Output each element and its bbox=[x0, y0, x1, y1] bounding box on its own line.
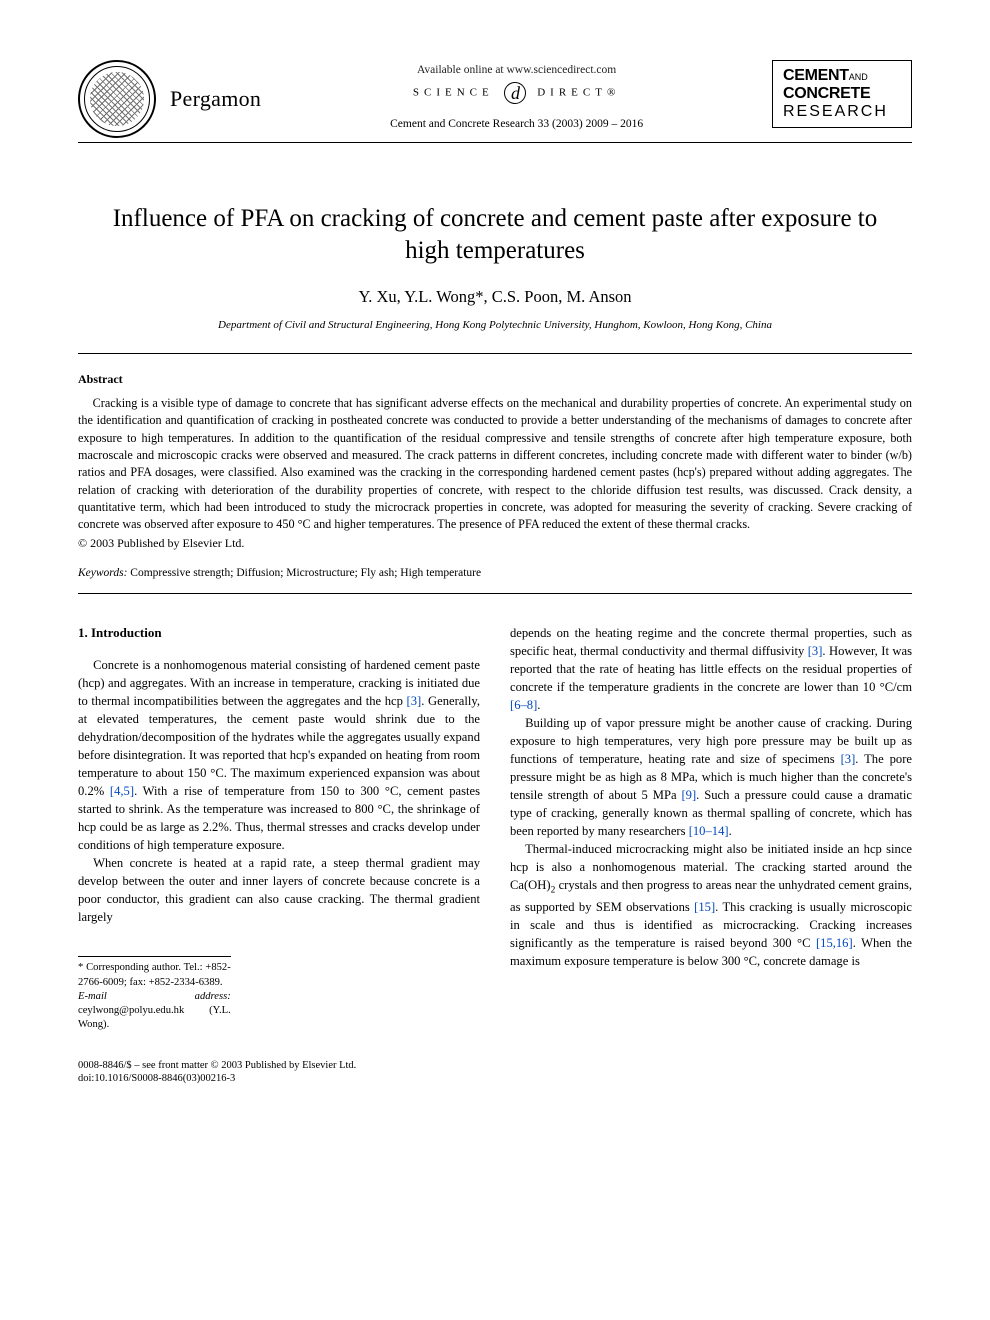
journal-citation: Cement and Concrete Research 33 (2003) 2… bbox=[261, 118, 772, 130]
footnote-email: E-mail address: ceylwong@polyu.edu.hk (Y… bbox=[78, 990, 231, 1033]
body-columns: 1. Introduction Concrete is a nonhomogen… bbox=[78, 624, 912, 1033]
copyright-line: © 2003 Published by Elsevier Ltd. bbox=[78, 536, 912, 551]
sciencedirect-logo: SCIENCE d DIRECT® bbox=[261, 82, 772, 104]
journal-header: Pergamon Available online at www.science… bbox=[78, 60, 912, 143]
scidirect-right: DIRECT® bbox=[537, 87, 620, 99]
body-para: When concrete is heated at a rapid rate,… bbox=[78, 854, 480, 926]
header-center: Available online at www.sciencedirect.co… bbox=[261, 60, 772, 130]
right-column: depends on the heating regime and the co… bbox=[510, 624, 912, 1033]
scidirect-d-icon: d bbox=[504, 82, 526, 104]
ref-link[interactable]: [15] bbox=[694, 900, 715, 914]
page-footer: 0008-8846/$ – see front matter © 2003 Pu… bbox=[78, 1059, 912, 1086]
article-authors: Y. Xu, Y.L. Wong*, C.S. Poon, M. Anson bbox=[78, 287, 912, 307]
ref-link[interactable]: [3] bbox=[407, 694, 422, 708]
footnote-line1: * Corresponding author. Tel.: +852-2766-… bbox=[78, 961, 231, 990]
box-line2: CONCRETE bbox=[783, 85, 901, 103]
ref-link[interactable]: [9] bbox=[681, 788, 696, 802]
email-label: E-mail address: bbox=[78, 991, 231, 1002]
ref-link[interactable]: [10–14] bbox=[689, 824, 729, 838]
divider bbox=[78, 353, 912, 354]
scidirect-left: SCIENCE bbox=[413, 87, 494, 99]
article-affiliation: Department of Civil and Structural Engin… bbox=[78, 319, 912, 331]
keywords-label: Keywords: bbox=[78, 567, 127, 579]
body-para: Thermal-induced microcracking might also… bbox=[510, 840, 912, 970]
available-online-line: Available online at www.sciencedirect.co… bbox=[261, 64, 772, 76]
article-title: Influence of PFA on cracking of concrete… bbox=[78, 203, 912, 267]
ref-link[interactable]: [4,5] bbox=[110, 784, 134, 798]
ref-link[interactable]: [3] bbox=[841, 752, 856, 766]
box-line1a: CEMENT bbox=[783, 67, 849, 84]
pergamon-logo-icon bbox=[78, 60, 156, 138]
box-line1b: AND bbox=[849, 72, 868, 82]
box-line3: RESEARCH bbox=[783, 103, 901, 121]
publisher-block: Pergamon bbox=[78, 60, 261, 138]
left-column: 1. Introduction Concrete is a nonhomogen… bbox=[78, 624, 480, 1033]
body-para: Building up of vapor pressure might be a… bbox=[510, 714, 912, 840]
ref-link[interactable]: [3] bbox=[808, 644, 823, 658]
divider bbox=[78, 593, 912, 594]
footer-doi: doi:10.1016/S0008-8846(03)00216-3 bbox=[78, 1072, 912, 1086]
publisher-name: Pergamon bbox=[170, 86, 261, 112]
journal-title-box: CEMENTAND CONCRETE RESEARCH bbox=[772, 60, 912, 128]
abstract-text: Cracking is a visible type of damage to … bbox=[78, 395, 912, 534]
body-para: Concrete is a nonhomogenous material con… bbox=[78, 656, 480, 854]
abstract-heading: Abstract bbox=[78, 372, 912, 387]
section-1-heading: 1. Introduction bbox=[78, 624, 480, 643]
corresponding-author-footnote: * Corresponding author. Tel.: +852-2766-… bbox=[78, 956, 231, 1032]
ref-link[interactable]: [6–8] bbox=[510, 698, 537, 712]
body-para: depends on the heating regime and the co… bbox=[510, 624, 912, 714]
footer-line1: 0008-8846/$ – see front matter © 2003 Pu… bbox=[78, 1059, 912, 1073]
abstract-body: Cracking is a visible type of damage to … bbox=[78, 395, 912, 534]
keywords-line: Keywords: Compressive strength; Diffusio… bbox=[78, 567, 912, 579]
email-value: ceylwong@polyu.edu.hk (Y.L. Wong). bbox=[78, 1005, 231, 1030]
ref-link[interactable]: [15,16] bbox=[816, 936, 853, 950]
keywords-text: Compressive strength; Diffusion; Microst… bbox=[127, 567, 481, 579]
